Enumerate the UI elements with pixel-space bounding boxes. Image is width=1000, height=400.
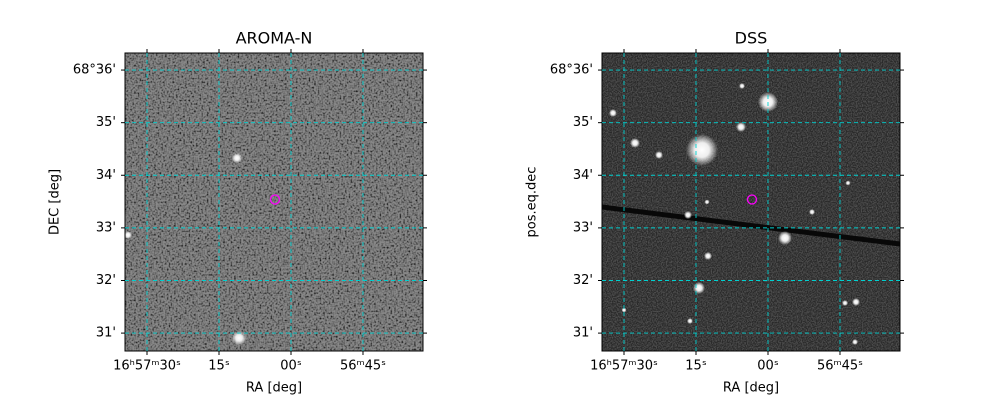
y-tick-label: 34' <box>573 168 593 183</box>
chart-title: DSS <box>735 29 768 48</box>
target-marker <box>746 194 758 205</box>
y-axis-label: DEC [deg] <box>48 169 63 235</box>
aroma-image <box>124 53 423 351</box>
y-tick-label: 68°36' <box>550 63 593 78</box>
y-tick-label: 35' <box>573 115 593 130</box>
y-tick-label: 33' <box>96 220 116 235</box>
axes-frame <box>601 52 901 352</box>
x-tick-label: 15ˢ <box>685 359 707 374</box>
y-axis-label: pos.eq.dec <box>525 167 540 238</box>
axes-frame <box>124 52 424 352</box>
y-tick-label: 32' <box>573 273 593 288</box>
y-tick-label: 35' <box>96 115 116 130</box>
x-tick-label: 16ʰ57ᵐ30ˢ <box>590 359 658 374</box>
y-tick-label: 68°36' <box>73 63 116 78</box>
y-tick-label: 31' <box>96 326 116 341</box>
x-tick-label: 16ʰ57ᵐ30ˢ <box>113 359 181 374</box>
x-tick-label: 15ˢ <box>208 359 230 374</box>
x-tick-label: 00ˢ <box>280 359 302 374</box>
y-tick-label: 34' <box>96 168 116 183</box>
x-tick-label: 56ᵐ45ˢ <box>817 359 863 374</box>
x-tick-label: 00ˢ <box>757 359 779 374</box>
y-tick-label: 33' <box>573 220 593 235</box>
y-tick-label: 32' <box>96 273 116 288</box>
target-marker <box>269 194 281 205</box>
x-axis-label: RA [deg] <box>723 381 779 396</box>
x-axis-label: RA [deg] <box>246 381 302 396</box>
dss-image <box>602 53 900 351</box>
chart-title: AROMA-N <box>236 29 313 48</box>
x-tick-label: 56ᵐ45ˢ <box>340 359 386 374</box>
y-tick-label: 31' <box>573 326 593 341</box>
